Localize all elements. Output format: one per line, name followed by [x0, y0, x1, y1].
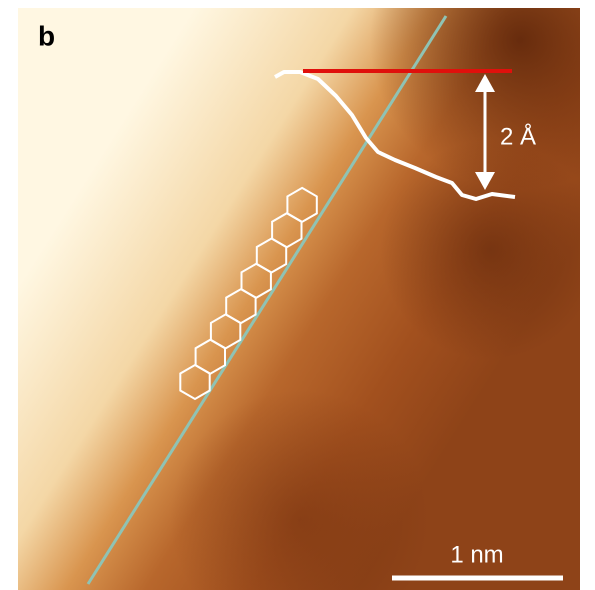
scale-bar-label: 1 nm	[450, 541, 503, 568]
height-label: 2 Å	[500, 122, 536, 150]
figure-panel: 2 Å b 1 nm	[0, 0, 595, 590]
stm-image	[18, 8, 580, 590]
panel-label: b	[38, 20, 55, 51]
